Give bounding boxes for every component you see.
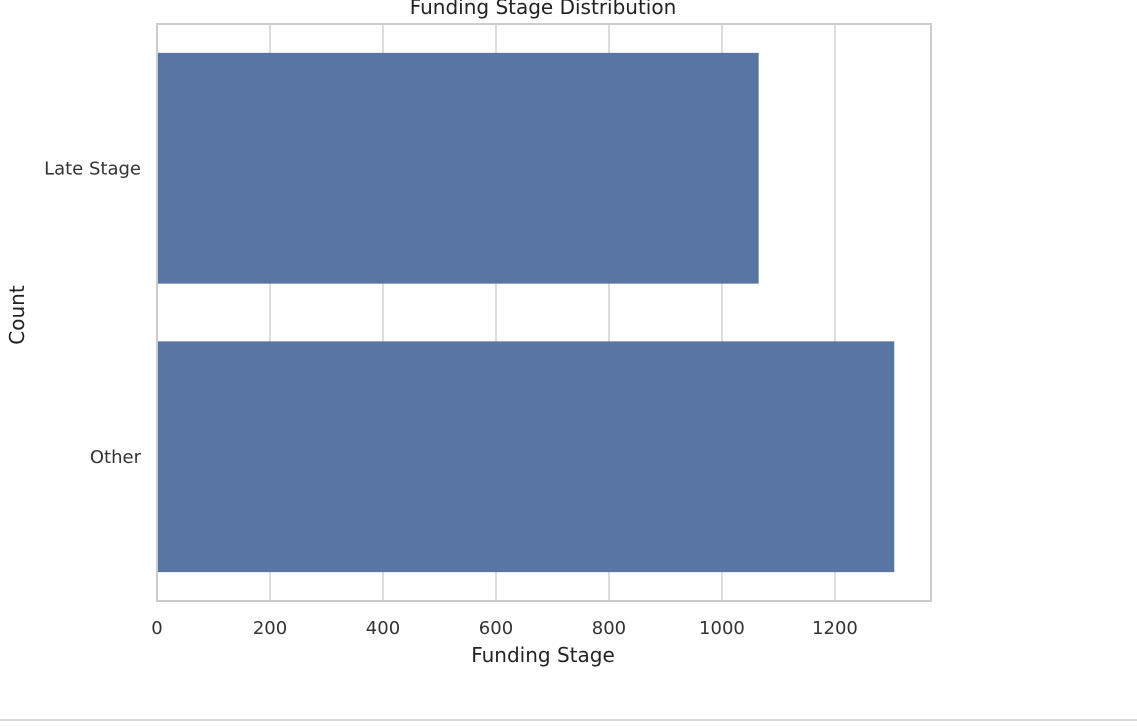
x-tick-labels: 0 200 400 600 800 1000 1200: [151, 618, 858, 639]
x-tick-label: 400: [366, 618, 400, 639]
y-tick-label: Other: [90, 447, 142, 468]
x-tick-label: 1000: [699, 618, 745, 639]
x-tick-label: 800: [592, 618, 626, 639]
y-tick-labels: Late Stage Other: [44, 158, 142, 468]
x-tick-label: 0: [151, 618, 162, 639]
plot-frame: [156, 23, 932, 602]
y-tick-label: Late Stage: [44, 158, 141, 179]
y-axis-label: Count: [5, 285, 29, 345]
x-tick-label: 1200: [812, 618, 858, 639]
bars: [157, 52, 895, 573]
x-tick-label: 600: [479, 618, 513, 639]
x-axis-label: Funding Stage: [471, 643, 615, 667]
bottom-divider: [0, 719, 1137, 721]
chart-title: Funding Stage Distribution: [410, 0, 677, 19]
bar: [157, 52, 759, 284]
bar: [157, 341, 895, 573]
x-tick-label: 200: [253, 618, 287, 639]
